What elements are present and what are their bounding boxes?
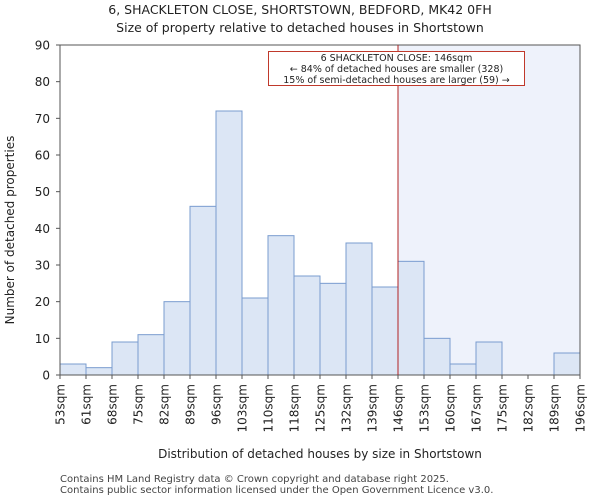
bar-110sqm: [267, 235, 295, 376]
x-tick-label: 175sqm: [496, 384, 510, 432]
x-tick-label: 196sqm: [574, 384, 588, 432]
bar-68sqm: [111, 341, 139, 376]
bar-132sqm: [345, 242, 373, 376]
x-tick-label: 96sqm: [210, 384, 224, 425]
bar-75sqm: [137, 334, 165, 376]
bar-61sqm: [85, 367, 113, 376]
chart-subtitle: Size of property relative to detached ho…: [116, 20, 484, 35]
y-tick-label: 10: [35, 332, 50, 346]
bar-103sqm: [241, 297, 269, 376]
bar-89sqm: [189, 205, 217, 376]
x-tick-label: 182sqm: [522, 384, 536, 432]
y-tick-label: 90: [35, 39, 50, 53]
bar-118sqm: [293, 275, 321, 376]
bar-96sqm: [215, 110, 243, 376]
x-tick-label: 132sqm: [340, 384, 354, 432]
bar-53sqm: [59, 363, 87, 376]
y-tick-label: 60: [35, 149, 50, 163]
x-tick-label: 118sqm: [288, 384, 302, 432]
y-axis-label: Number of detached properties: [3, 136, 17, 325]
y-tick-label: 70: [35, 112, 50, 126]
bar-139sqm: [371, 286, 399, 376]
annotation-smaller: ← 84% of detached houses are smaller (32…: [289, 64, 504, 76]
annotation-box: 6 SHACKLETON CLOSE: 146sqm ← 84% of deta…: [268, 51, 525, 86]
x-tick-label: 189sqm: [548, 384, 562, 432]
x-tick-label: 125sqm: [314, 384, 328, 432]
footer-copyright: Contains HM Land Registry data © Crown c…: [60, 474, 449, 485]
bar-146sqm: [397, 260, 425, 376]
y-tick-label: 0: [42, 369, 50, 383]
x-tick-label: 68sqm: [106, 384, 120, 425]
footer-licence: Contains public sector information licen…: [60, 485, 494, 496]
y-tick-label: 40: [35, 222, 50, 236]
y-tick-label: 50: [35, 185, 50, 199]
y-tick-label: 80: [35, 75, 50, 89]
y-tick-label: 30: [35, 259, 50, 273]
bar-125sqm: [319, 282, 347, 376]
bar-167sqm: [475, 341, 503, 376]
x-tick-label: 82sqm: [158, 384, 172, 425]
x-tick-label: 75sqm: [132, 384, 146, 425]
bar-153sqm: [423, 337, 451, 376]
x-tick-label: 53sqm: [54, 384, 68, 425]
bar-160sqm: [449, 363, 477, 376]
x-tick-label: 89sqm: [184, 384, 198, 425]
x-tick-label: 110sqm: [262, 384, 276, 432]
annotation-title: 6 SHACKLETON CLOSE: 146sqm: [320, 53, 473, 64]
x-tick-label: 167sqm: [470, 384, 484, 432]
x-tick-label: 146sqm: [392, 384, 406, 432]
y-tick-label: 20: [35, 295, 50, 309]
bar-82sqm: [163, 301, 191, 376]
x-tick-label: 153sqm: [418, 384, 432, 432]
annotation-larger: 15% of semi-detached houses are larger (…: [283, 75, 510, 87]
x-tick-label: 139sqm: [366, 384, 380, 432]
highlight-region: [398, 45, 580, 375]
x-tick-label: 160sqm: [444, 384, 458, 432]
chart-title: 6, SHACKLETON CLOSE, SHORTSTOWN, BEDFORD…: [108, 2, 492, 17]
bar-189sqm: [553, 352, 581, 376]
x-axis-label: Distribution of detached houses by size …: [158, 447, 482, 461]
x-tick-label: 103sqm: [236, 384, 250, 432]
x-tick-label: 61sqm: [80, 384, 94, 425]
